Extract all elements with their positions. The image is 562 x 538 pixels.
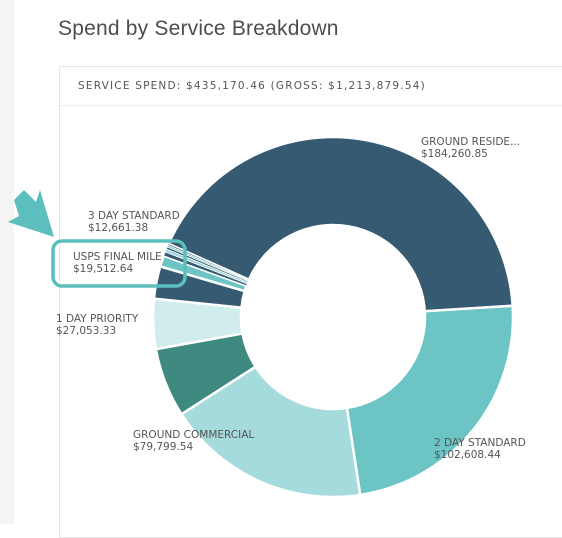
card-header: SERVICE SPEND: $435,170.46 (GROSS: $1,21… [60, 67, 562, 106]
value-3-day-standard: $12,661.38 [88, 222, 148, 234]
left-strip [0, 0, 14, 524]
label-2-day-standard: 2 DAY STANDARD [434, 437, 526, 449]
value-ground-reside: $184,260.85 [421, 148, 488, 160]
slice-ground-commercial[interactable] [179, 364, 362, 499]
page-title: Spend by Service Breakdown [58, 17, 339, 40]
value-2-day-standard: $102,608.44 [434, 449, 501, 461]
label-usps-final-mile: USPS FINAL MILE [73, 251, 162, 263]
donut-chart: GROUND RESIDE...$184,260.85 2 DAY STANDAR… [8, 135, 526, 499]
label-ground-reside: GROUND RESIDE... [421, 136, 520, 148]
label-ground-commercial: GROUND COMMERCIAL [133, 429, 254, 441]
slice-minor-11[interactable] [167, 243, 250, 281]
service-spend-summary: SERVICE SPEND: $435,170.46 (GROSS: $1,21… [78, 80, 426, 92]
value-ground-commercial: $79,799.54 [133, 441, 193, 453]
value-1-day-priority: $27,053.33 [56, 325, 116, 337]
slice-2-day-standard[interactable] [345, 304, 515, 497]
value-usps-final-mile: $19,512.64 [73, 263, 133, 275]
label-3-day-standard: 3 DAY STANDARD [88, 210, 180, 222]
slice-ground-reside[interactable] [166, 135, 514, 313]
highlight-box [51, 239, 187, 288]
pointer-arrow-icon [8, 190, 54, 237]
label-1-day-priority: 1 DAY PRIORITY [56, 313, 139, 325]
